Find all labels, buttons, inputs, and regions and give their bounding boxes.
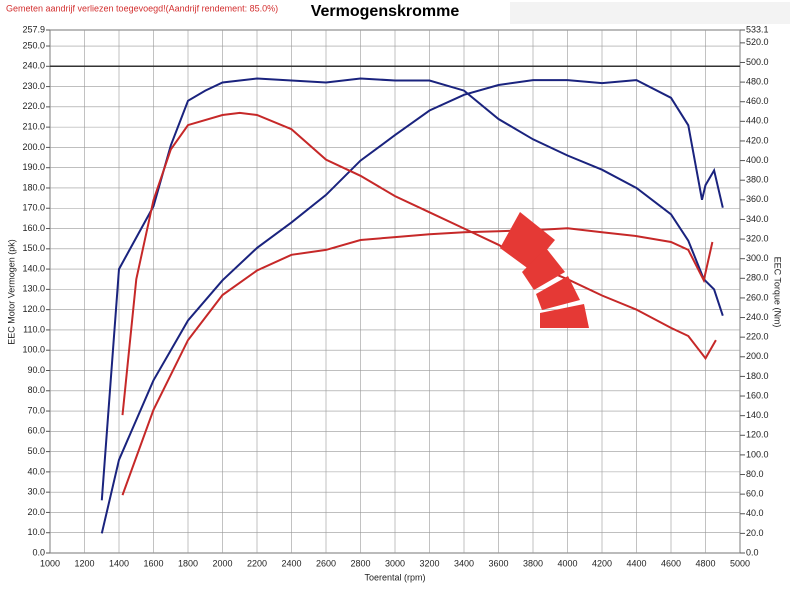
logo (500, 212, 589, 328)
y-tick-label: 257.9 (22, 24, 45, 34)
y2-tick-label: 240.0 (746, 312, 769, 322)
x-tick-label: 4800 (695, 558, 715, 568)
chart-title: Vermogenskromme (311, 3, 460, 20)
y-tick-label: 130.0 (22, 284, 45, 294)
logo-segment (536, 276, 580, 310)
y2-tick-label: 520.0 (746, 37, 769, 47)
y2-tick-label: 400.0 (746, 155, 769, 165)
y2-tick-label: 60.0 (746, 489, 764, 499)
y-tick-label: 250.0 (22, 40, 45, 50)
series-line (121, 227, 714, 496)
x-tick-label: 2600 (316, 558, 336, 568)
y2-tick-label: 360.0 (746, 194, 769, 204)
y-tick-label: 210.0 (22, 122, 45, 132)
y-axis-label: EEC Motor Vermogen (pk) (6, 239, 16, 345)
y2-tick-label: 533.1 (746, 24, 769, 34)
y2-tick-label: 100.0 (746, 449, 769, 459)
x-tick-label: 2800 (350, 558, 370, 568)
logo-segment (522, 248, 565, 290)
x-tick-label: 3000 (385, 558, 405, 568)
y2-tick-label: 220.0 (746, 332, 769, 342)
plot-area: 1000 1200 1400 1600 1800 2000 2200 2400 2600 2800… (22, 24, 768, 568)
y2-tick-label: 340.0 (746, 214, 769, 224)
y-tick-label: 230.0 (22, 81, 45, 91)
y-tick-label: 40.0 (27, 466, 45, 476)
y2-tick-label: 180.0 (746, 371, 769, 381)
series-line (100, 79, 724, 534)
y-tick-label: 140.0 (22, 263, 45, 273)
y-tick-label: 190.0 (22, 162, 45, 172)
y2-tick-label: 440.0 (746, 116, 769, 126)
x-tick-label: 1400 (109, 558, 129, 568)
y2-tick-label: 80.0 (746, 469, 764, 479)
x-tick-label: 1000 (40, 558, 60, 568)
x-tick-label: 2200 (247, 558, 267, 568)
y-tick-label: 100.0 (22, 345, 45, 355)
y2-tick-label: 0.0 (746, 547, 759, 557)
y2-tick-label: 300.0 (746, 253, 769, 263)
x-tick-label: 3800 (523, 558, 543, 568)
y2-tick-label: 320.0 (746, 233, 769, 243)
x-tick-label: 5000 (730, 558, 750, 568)
x-tick-label: 4600 (661, 558, 681, 568)
y2-tick-label: 460.0 (746, 96, 769, 106)
y-tick-label: 70.0 (27, 405, 45, 415)
y-tick-label: 170.0 (22, 203, 45, 213)
y-tick-label: 80.0 (27, 385, 45, 395)
y-tick-label: 60.0 (27, 426, 45, 436)
x-tick-label: 1200 (74, 558, 94, 568)
y-tick-label: 200.0 (22, 142, 45, 152)
y2-tick-label: 420.0 (746, 135, 769, 145)
subtitle: Gemeten aandrijf verliezen toegevoegd!(A… (6, 3, 278, 13)
y-tick-label: 20.0 (27, 507, 45, 517)
y-tick-label: 0.0 (32, 547, 45, 557)
y-tick-label: 220.0 (22, 101, 45, 111)
y2-tick-label: 280.0 (746, 273, 769, 283)
x-tick-label: 4400 (626, 558, 646, 568)
x-tick-label: 2400 (281, 558, 301, 568)
x-tick-label: 3200 (419, 558, 439, 568)
y2-tick-label: 380.0 (746, 175, 769, 185)
logo-segment (540, 304, 589, 328)
y-tick-label: 90.0 (27, 365, 45, 375)
y2-tick-label: 500.0 (746, 57, 769, 67)
y-tick-label: 240.0 (22, 61, 45, 71)
x-tick-label: 3600 (488, 558, 508, 568)
y-tick-label: 50.0 (27, 446, 45, 456)
x-tick-label: 3400 (454, 558, 474, 568)
y-tick-label: 120.0 (22, 304, 45, 314)
y-tick-label: 10.0 (27, 527, 45, 537)
x-tick-label: 4200 (592, 558, 612, 568)
x-tick-label: 1600 (143, 558, 163, 568)
y2-tick-label: 140.0 (746, 410, 769, 420)
x-axis-label: Toerental (rpm) (364, 572, 425, 582)
y2-tick-label: 120.0 (746, 430, 769, 440)
y2-tick-label: 480.0 (746, 76, 769, 86)
series-line (121, 111, 717, 416)
header-box (510, 2, 790, 24)
series-line (100, 77, 724, 501)
y2-axis-label: EEC Torque (Nm) (773, 257, 783, 328)
y2-tick-label: 20.0 (746, 528, 764, 538)
x-tick-label: 4000 (557, 558, 577, 568)
x-tick-label: 1800 (178, 558, 198, 568)
x-tick-label: 2000 (212, 558, 232, 568)
y2-tick-label: 260.0 (746, 292, 769, 302)
y-tick-label: 160.0 (22, 223, 45, 233)
y-tick-label: 150.0 (22, 243, 45, 253)
y-tick-label: 180.0 (22, 182, 45, 192)
y2-tick-label: 160.0 (746, 390, 769, 400)
y2-tick-label: 40.0 (746, 508, 764, 518)
y2-tick-label: 200.0 (746, 351, 769, 361)
y-tick-label: 30.0 (27, 487, 45, 497)
y-tick-label: 110.0 (23, 324, 45, 334)
